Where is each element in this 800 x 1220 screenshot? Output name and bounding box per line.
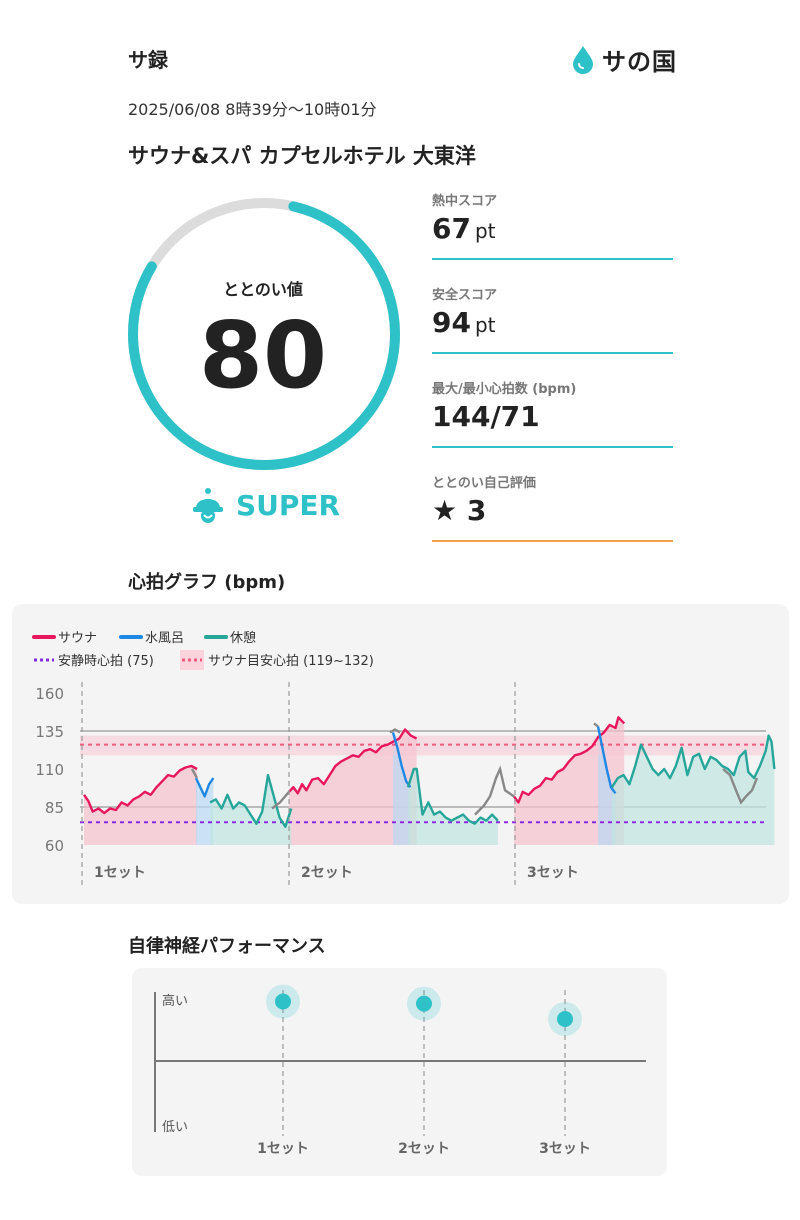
- facility-name: サウナ&スパ カプセルホテル 大東洋: [128, 144, 476, 168]
- y-tick-label: 85: [45, 799, 64, 817]
- legend-target: サウナ目安心拍 (119~132): [208, 654, 374, 669]
- gauge-progress: [128, 198, 400, 470]
- autonomic-point-1: [275, 993, 291, 1010]
- series-line-水風呂-1: [194, 777, 215, 798]
- legend-target-bg: [180, 650, 204, 670]
- self-rating: ととのい自己評価 ★ 3: [432, 472, 673, 542]
- area-fill-サウナ-1: [84, 766, 198, 845]
- area-fill-水風呂-2: [393, 732, 411, 845]
- area-fill-水風呂-1: [196, 778, 214, 845]
- series-lines: [83, 716, 776, 828]
- autonomic-sets: 1セット 2セット 3セット: [257, 984, 591, 1157]
- autonomic-set-label-2: 2セット: [398, 1141, 450, 1157]
- heat-score-value: 67 pt: [432, 212, 496, 245]
- totonoi-value: 80: [198, 302, 328, 409]
- autonomic-chart: 高い 低い 1セット 2セット 3セット: [154, 984, 646, 1157]
- heat-score-label: 熱中スコア: [432, 194, 498, 209]
- heat-score: 熱中スコア 67 pt: [432, 190, 673, 260]
- app-brand: サ録: [128, 48, 168, 72]
- autonomic-point-3: [557, 1011, 573, 1027]
- safety-score: 安全スコア 94 pt: [432, 284, 673, 354]
- transition-line-2: [271, 791, 290, 810]
- transition-line-6: [722, 768, 759, 805]
- transition-line-1: [190, 768, 199, 779]
- totonoi-gauge: [128, 198, 400, 470]
- heart-rate-range: 最大/最小心拍数 (bpm) 144/71: [432, 378, 673, 448]
- autonomic-title: 自律神経パフォーマンス: [128, 936, 326, 957]
- heart-rate-range-label: 最大/最小心拍数 (bpm): [432, 382, 577, 397]
- rank-badge: SUPER: [190, 486, 340, 524]
- rank-label: SUPER: [236, 488, 341, 522]
- heart-rate-chart: サウナ 水風呂 休憩 安静時心拍 (75) サウナ目安心拍 (119~132) …: [32, 630, 776, 888]
- heart-rate-title: 心拍グラフ (bpm): [128, 572, 286, 593]
- transition-line-4: [474, 765, 515, 816]
- set-label-3: 3セット: [527, 865, 579, 881]
- autonomic-set-label-3: 3セット: [539, 1141, 591, 1157]
- area-fills: [84, 717, 775, 845]
- heart-rate-range-value: 144/71: [432, 400, 540, 433]
- series-line-休憩-3: [610, 734, 776, 788]
- area-fill-水風呂-3: [598, 726, 616, 845]
- set-label-1: 1セット: [94, 865, 146, 881]
- series-line-休憩-1: [209, 773, 293, 828]
- target-zone: [80, 735, 766, 756]
- self-rating-value: ★ 3: [432, 494, 487, 527]
- area-fill-休憩-1: [210, 775, 292, 845]
- set-label-2: 2セット: [301, 865, 353, 881]
- autonomic-point-2: [416, 995, 432, 1012]
- y-tick-label: 60: [45, 837, 64, 855]
- sanokuni-logo: サの国: [570, 40, 680, 78]
- transition-line-3: [389, 728, 401, 734]
- series-line-サウナ-1: [83, 764, 198, 815]
- logo-text: サの国: [602, 47, 677, 76]
- water-drop-icon: [573, 46, 593, 74]
- autonomic-set-label-1: 1セット: [257, 1141, 309, 1157]
- y-tick-label: 110: [35, 761, 64, 779]
- series-line-休憩-2: [406, 767, 499, 825]
- area-fill-休憩-2: [408, 769, 498, 845]
- y-tick-label: 160: [35, 685, 64, 703]
- y-tick-label: 135: [35, 723, 64, 741]
- self-rating-label: ととのい自己評価: [432, 476, 536, 491]
- sauna-hat-icon: [193, 488, 223, 523]
- safety-score-value: 94 pt: [432, 306, 496, 339]
- autonomic-high-label: 高い: [162, 993, 188, 1009]
- autonomic-panel: [132, 968, 667, 1176]
- safety-score-label: 安全スコア: [432, 288, 498, 303]
- area-fill-休憩-3: [612, 735, 775, 845]
- series-line-サウナ-3: [513, 716, 626, 804]
- chart-legend: サウナ 水風呂 休憩 安静時心拍 (75) サウナ目安心拍 (119~132): [32, 630, 374, 670]
- series-line-水風呂-2: [391, 732, 412, 788]
- legend-resting: 安静時心拍 (75): [58, 654, 154, 669]
- guides: [80, 735, 766, 824]
- transition-line-5: [593, 722, 599, 728]
- legend-sauna: サウナ: [58, 631, 97, 646]
- series-line-水風呂-3: [596, 726, 617, 795]
- legend-rest: 休憩: [230, 630, 256, 646]
- area-fill-サウナ-2: [289, 729, 417, 845]
- legend-water: 水風呂: [145, 631, 184, 646]
- autonomic-low-label: 低い: [162, 1120, 188, 1135]
- totonoi-label: ととのい値: [223, 280, 303, 299]
- set-markers: 1セット 2セット 3セット: [81, 682, 579, 888]
- session-datetime: 2025/06/08 8時39分〜10時01分: [128, 100, 377, 119]
